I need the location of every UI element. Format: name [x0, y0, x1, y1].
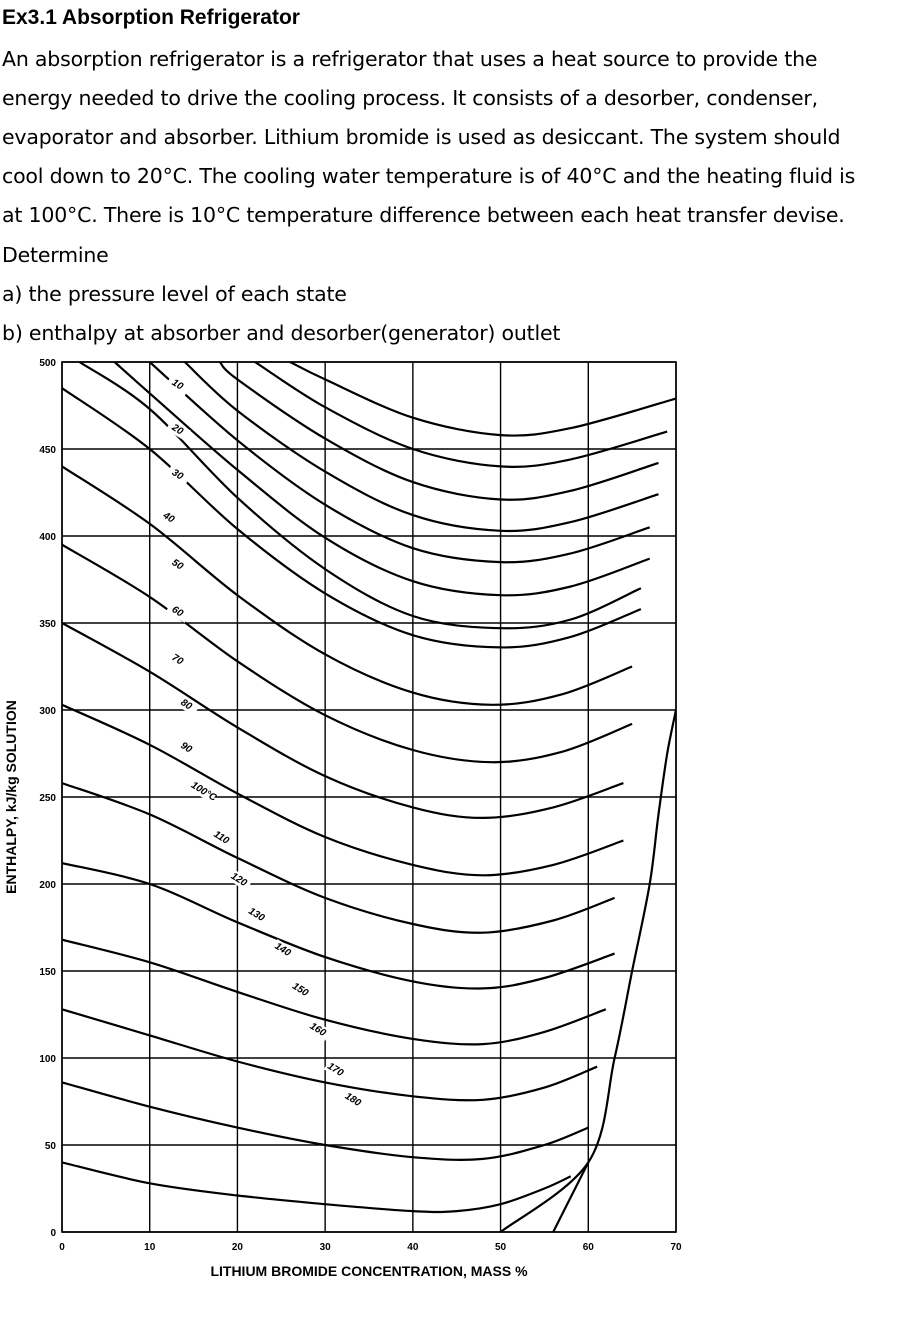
isotherm-line [219, 362, 659, 501]
x-tick-label: 30 [320, 1242, 332, 1253]
y-tick-label: 100 [39, 1054, 56, 1065]
exercise-title: Ex3.1 Absorption Refrigerator [2, 6, 300, 29]
y-tick-label: 50 [45, 1141, 57, 1152]
x-tick-label: 20 [232, 1242, 244, 1253]
isotherm-line [254, 362, 668, 468]
y-tick-label: 500 [39, 358, 56, 369]
isotherm-line [62, 465, 633, 706]
isotherm-label-bg [288, 979, 314, 1001]
y-tick-label: 350 [39, 619, 56, 630]
plot-frame [61, 361, 677, 1233]
y-tick-label: 150 [39, 967, 56, 978]
problem-line: energy needed to drive the cooling proce… [2, 86, 818, 110]
y-tick-label: 400 [39, 532, 56, 543]
isotherm-line [62, 387, 642, 649]
problem-line: evaporator and absorber. Lithium bromide… [2, 125, 841, 149]
problem-line: Determine [2, 243, 109, 267]
isotherm-line [62, 1161, 572, 1214]
isotherm-line [62, 543, 633, 764]
isotherm-line [148, 362, 651, 564]
isotherm-label: 100°C [189, 780, 219, 805]
question-a: a) the pressure level of each state [2, 282, 347, 306]
isotherm-line [62, 1081, 589, 1161]
enthalpy-concentration-chart: 0 10 20 30 40 50 60 70 0 50 100 150 200 250 300 350 400 4… [3, 358, 682, 1279]
x-tick-label: 0 [59, 1242, 65, 1253]
question-b: b) enthalpy at absorber and desorber(gen… [2, 321, 561, 345]
isotherm-label-bg [323, 1059, 349, 1081]
isotherm-label-bg [165, 419, 191, 441]
isotherm-line [62, 622, 624, 820]
isotherm-line [62, 703, 624, 877]
x-tick-label: 50 [495, 1242, 507, 1253]
isotherm-label-bg [192, 781, 218, 803]
isotherm-line [62, 1008, 598, 1102]
isotherm-label-bg [165, 464, 191, 486]
isotherm-line [62, 782, 615, 934]
isotherm-label-bg [165, 649, 191, 671]
isotherm-label-bg [209, 827, 235, 849]
problem-line: at 100°C. There is 10°C temperature diff… [2, 203, 845, 227]
x-tick-label: 70 [670, 1242, 682, 1253]
isotherm-label-bg [165, 601, 191, 623]
isotherm-line [78, 362, 642, 630]
isotherm-label-bg [157, 507, 183, 529]
crystallization-line [499, 709, 676, 1232]
crystallization-line [552, 1161, 590, 1232]
x-axis-label: LITHIUM BROMIDE CONCENTRATION, MASS % [210, 1263, 528, 1279]
problem-line: An absorption refrigerator is a refriger… [2, 47, 818, 71]
x-tick-label: 10 [144, 1242, 156, 1253]
isotherm-line [62, 862, 615, 990]
isotherm-label-bg [341, 1089, 367, 1111]
isotherm-label-bg [165, 374, 191, 396]
isotherm-label-bg [271, 939, 297, 961]
y-tick-label: 250 [39, 793, 56, 804]
isotherm-label-bg [306, 1019, 332, 1041]
y-tick-label: 0 [50, 1228, 56, 1239]
isotherm-label-bg [244, 904, 270, 926]
isotherm-label-bg [174, 694, 200, 716]
y-axis-label: ENTHALPY, kJ/kg SOLUTION [3, 700, 19, 894]
isotherm-line [62, 938, 607, 1046]
problem-line: cool down to 20°C. The cooling water tem… [2, 164, 856, 188]
x-tick-label: 60 [583, 1242, 595, 1253]
isotherm-line [113, 362, 651, 597]
y-tick-label: 450 [39, 445, 56, 456]
isotherm-line [184, 362, 659, 533]
x-tick-label: 40 [407, 1242, 419, 1253]
isotherm-label-bg [174, 737, 200, 759]
isotherm-line [289, 362, 676, 437]
y-tick-label: 300 [39, 706, 56, 717]
isotherm-label-bg [165, 554, 191, 576]
y-tick-label: 200 [39, 880, 56, 891]
isotherm-label-bg [227, 869, 253, 891]
